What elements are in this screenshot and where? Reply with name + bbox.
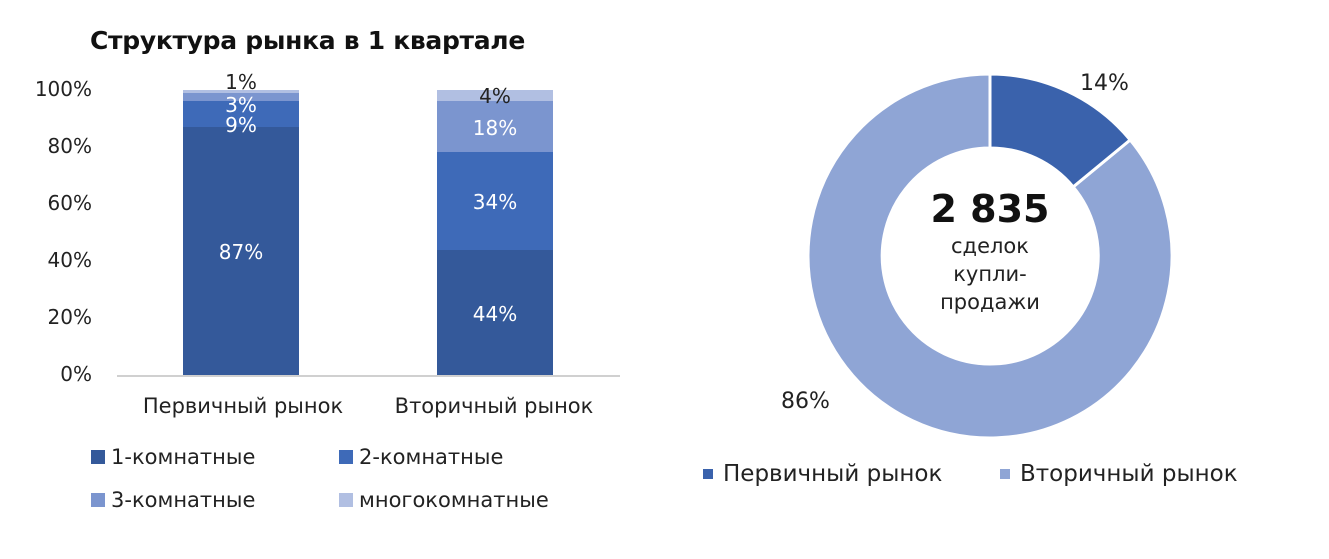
y-tick-0: 0% [60,362,92,386]
center-text-line3: продажи [940,290,1040,314]
donut-center: 2 835 сделок купли- продажи [890,186,1090,316]
legend-swatch-icon [91,450,105,464]
legend-item-2-room: 2-комнатные [339,445,503,469]
legend-label: 3-комнатные [111,488,256,512]
legend-label: 1-комнатные [111,445,256,469]
chart-title: Структура рынка в 1 квартале [90,26,525,55]
y-tick-80: 80% [47,134,92,158]
label-2-room: 9% [225,113,257,137]
legend-swatch-icon [703,469,713,479]
legend-swatch-icon [339,493,353,507]
total-deals-value: 2 835 [930,187,1050,231]
segment-2-room [437,152,553,250]
segment-1-room [437,250,553,375]
legend-label: многокомнатные [359,488,549,512]
label-multi-room: 4% [479,84,511,108]
label-3-room: 3% [225,93,257,117]
legend-item-3-room: 3-комнатные [91,488,255,512]
segment-3-room [183,93,299,101]
y-tick-40: 40% [47,248,92,272]
label-1-room: 44% [472,302,518,326]
segment-3-room [437,101,553,152]
donut-slice-primary [988,72,1133,190]
donut-label-secondary: 86% [781,389,830,414]
legend-item-secondary: Вторичный рынок [1000,461,1238,487]
segment-2-room [183,101,299,127]
x-category-primary: Первичный рынок [142,394,344,418]
y-tick-60: 60% [47,191,92,215]
label-2-room: 34% [472,190,518,214]
label-multi-room: 1% [225,70,257,94]
legend-swatch-icon [1000,469,1010,479]
center-text-line1: сделок [951,234,1029,258]
center-text-line2: купли- [953,262,1027,286]
legend-label: 2-комнатные [359,445,504,469]
legend-item-primary: Первичный рынок [703,461,942,487]
legend-label: Первичный рынок [723,461,943,487]
x-axis-line [117,375,620,377]
legend-label: Вторичный рынок [1020,461,1238,487]
legend-item-1-room: 1-комнатные [91,445,255,469]
legend-item-multi-room: многокомнатные [339,488,549,512]
bar-secondary-market: 4% 18% 34% 44% [437,86,553,375]
donut-chart [806,72,1174,440]
x-category-secondary: Вторичный рынок [394,394,594,418]
segment-multi-room [183,90,299,93]
segment-multi-room [437,90,553,101]
donut-label-primary: 14% [1080,71,1129,96]
legend-swatch-icon [339,450,353,464]
bar-primary-market: 1% 3% 9% 87% [183,72,299,375]
donut-slice-secondary [806,72,1174,440]
label-1-room: 87% [218,240,264,264]
label-3-room: 18% [472,116,518,140]
y-tick-100: 100% [34,77,92,101]
segment-1-room [183,127,299,375]
legend-swatch-icon [91,493,105,507]
y-tick-20: 20% [47,305,92,329]
